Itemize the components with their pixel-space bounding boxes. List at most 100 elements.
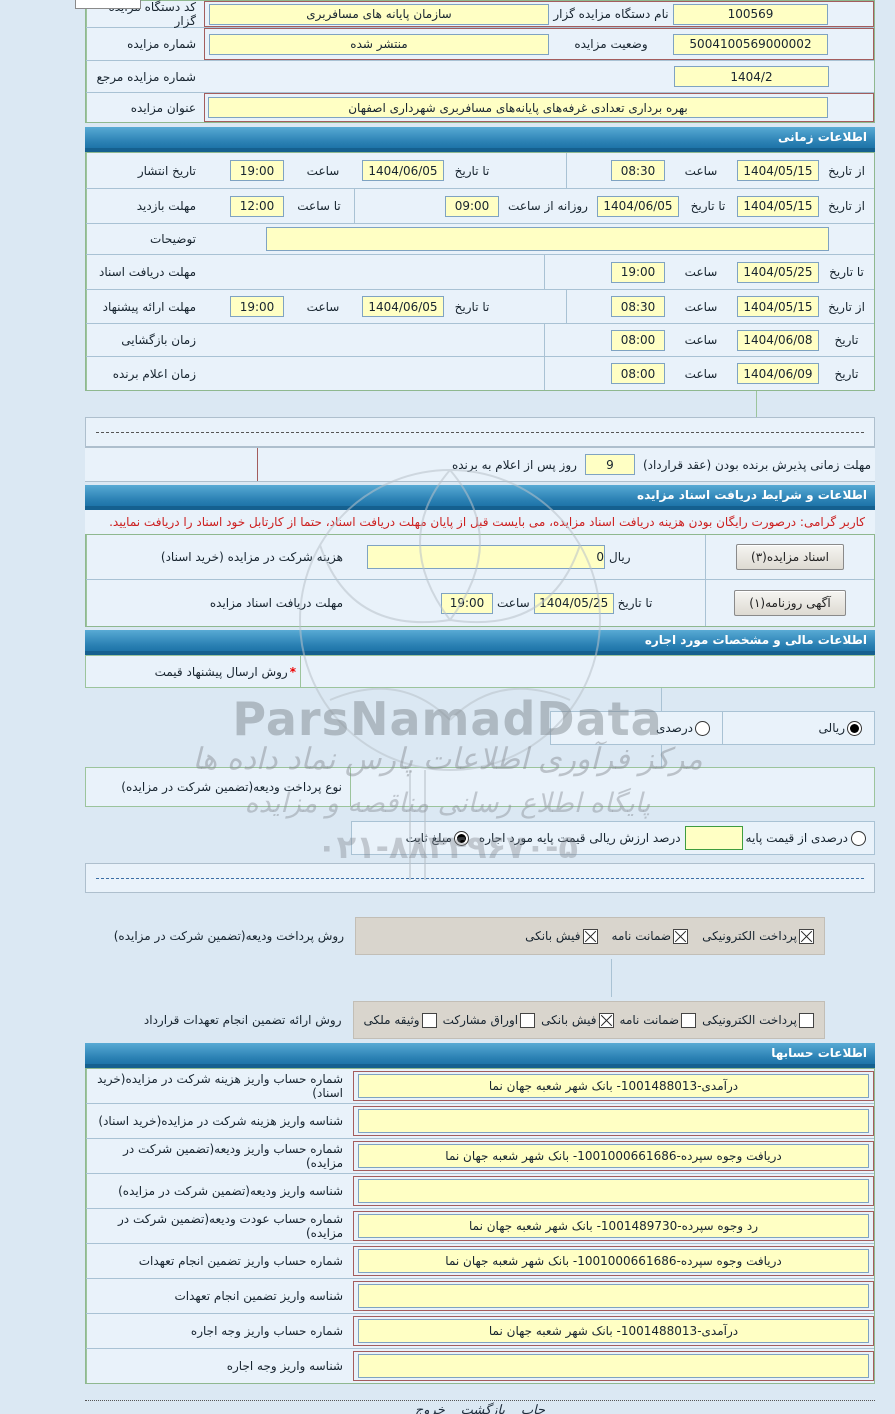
bank-slip-checkbox[interactable] (582, 928, 598, 944)
visit-from-date[interactable]: 1404/05/15 (737, 195, 819, 217)
offer-to-date[interactable]: 1404/06/05 (362, 296, 444, 317)
percent-radio-label: درصدی (655, 721, 693, 735)
spacer (85, 807, 875, 821)
account-value-field[interactable]: دریافت وجوه سپرده-1001000661686- بانک شه… (358, 1249, 869, 1273)
account-value-field[interactable] (358, 1109, 869, 1133)
row-offer-deadline: از تاریخ 1404/05/15 ساعت 08:30 تا تاریخ … (86, 289, 874, 323)
docs-deadline-date[interactable]: 1404/05/25 (533, 592, 614, 614)
contract-guarantee-method-label: روش ارائه تضمین انجام تعهدات قرارداد (143, 1013, 342, 1027)
guarantee-letter-checkbox-2[interactable] (681, 1012, 697, 1028)
row-deposit-type: نوع پرداخت ودیعه(تضمین شرکت در مزایده) (85, 767, 875, 807)
receive-to-date[interactable]: 1404/05/25 (737, 261, 819, 283)
participation-bonds-checkbox[interactable] (520, 1012, 536, 1028)
receive-to-label: تا تاریخ (829, 265, 864, 279)
percent-of-base-radio[interactable] (851, 830, 866, 846)
auction-docs-button[interactable]: اسناد مزایده(۳) (736, 544, 844, 570)
docs-receive-deadline-label: مهلت دریافت اسناد (86, 255, 204, 289)
guarantee-option-1[interactable]: پرداخت الکترونیکی (702, 1012, 814, 1028)
time-section-header: اطلاعات زمانی (85, 127, 875, 152)
guarantee-option-2[interactable]: ضمانت نامه (620, 1012, 697, 1028)
account-value-field[interactable]: درآمدی-1001488013- بانک شهر شعبه جهان نم… (358, 1074, 869, 1098)
fee-unit-label: ریال (609, 550, 631, 564)
reference-number-field[interactable]: 1404/2 (674, 66, 829, 87)
publish-to-date[interactable]: 1404/06/05 (362, 160, 444, 181)
electronic-payment-checkbox[interactable] (799, 928, 814, 944)
spacer (85, 688, 875, 711)
guarantee-letter-checkbox[interactable] (673, 928, 689, 944)
account-value-field[interactable]: رد وجوه سپرده-1001489730- بانک شهر شعبه … (358, 1214, 869, 1238)
offer-from-date[interactable]: 1404/05/15 (737, 296, 819, 317)
required-asterisk: * (289, 664, 296, 679)
visit-from-time[interactable]: 09:00 (445, 195, 499, 217)
bank-slip-checkbox-2[interactable] (598, 1012, 614, 1028)
docs-deadline-time[interactable]: 19:00 (441, 592, 493, 614)
deposit-payment-method-label: روش پرداخت ودیعه(تضمین شرکت در مزایده) (113, 929, 344, 943)
auction-status-field[interactable]: منتشر شده (209, 33, 549, 55)
docs-section: اسناد مزایده(۳) ریال 0 هزینه شرکت در مزا… (85, 534, 875, 627)
guarantee-option-5[interactable]: وثیقه ملکی (364, 1012, 437, 1028)
account-value-field[interactable]: دریافت وجوه سپرده-1001000661686- بانک شه… (358, 1144, 869, 1168)
receive-to-time[interactable]: 19:00 (611, 261, 665, 283)
deposit-pay-option-1[interactable]: پرداخت الکترونیکی (702, 928, 814, 944)
row-docs-receive-deadline: تا تاریخ 1404/05/25 ساعت 19:00 مهلت دریا… (86, 254, 874, 289)
winner-date[interactable]: 1404/06/09 (737, 363, 819, 384)
property-collateral-checkbox[interactable] (421, 1012, 437, 1028)
spacer (85, 893, 875, 913)
account-row: دریافت وجوه سپرده-1001000661686- بانک شه… (86, 1138, 874, 1173)
account-value-field[interactable]: درآمدی-1001488013- بانک شهر شعبه جهان نم… (358, 1319, 869, 1343)
account-value-field[interactable] (358, 1179, 869, 1203)
fee-field[interactable]: 0 (367, 545, 605, 569)
account-label: شماره حساب واریز ودیعه(تضمین شرکت در مزا… (86, 1139, 351, 1173)
publish-from-date[interactable]: 1404/05/15 (737, 160, 819, 181)
row-opening-time: تاریخ 1404/06/08 ساعت 08:00 زمان بازگشای… (86, 323, 874, 356)
auction-number-field[interactable]: 5004100569000002 (673, 33, 828, 55)
account-row: شناسه واریز ودیعه(تضمین شرکت در مزایده) (86, 1173, 874, 1208)
account-label: شماره حساب واریز هزینه شرکت در مزایده(خر… (86, 1069, 351, 1103)
account-value-field[interactable] (358, 1284, 869, 1308)
account-row: درآمدی-1001488013- بانک شهر شعبه جهان نم… (86, 1313, 874, 1348)
auction-title-field[interactable]: بهره برداری تعدادی غرفه‌های پایانه‌های م… (208, 97, 828, 118)
auctioneer-name-field[interactable]: سازمان پایانه های مسافربری (209, 3, 549, 25)
fixed-amount-radio[interactable] (453, 830, 469, 846)
docs-deadline-to-label: تا تاریخ (617, 596, 653, 610)
publish-to-time[interactable]: 19:00 (230, 160, 284, 181)
percent-radio[interactable] (695, 720, 710, 736)
deposit-pay-option-2[interactable]: ضمانت نامه (612, 928, 689, 944)
row-auction-number: 5004100569000002 وضعیت مزایده منتشر شده … (86, 27, 874, 60)
back-link[interactable]: بازگشت (460, 1403, 506, 1414)
opening-date[interactable]: 1404/06/08 (737, 329, 819, 351)
account-value-field[interactable] (358, 1354, 869, 1378)
visit-to-date[interactable]: 1404/06/05 (597, 195, 679, 217)
auctioneer-name-label: نام دستگاه مزایده گزار (553, 7, 669, 21)
opening-time[interactable]: 08:00 (611, 329, 665, 351)
accept-period-days-field[interactable]: 9 (584, 454, 635, 475)
auctioneer-code-field[interactable]: 100569 (673, 3, 828, 25)
newspaper-ad-button[interactable]: آگهی روزنامه(۱) (734, 590, 846, 616)
publish-from-time[interactable]: 08:30 (611, 160, 665, 181)
row-description: توضیحات (86, 223, 874, 254)
account-label: شناسه واریز وجه اجاره (86, 1349, 351, 1383)
deposit-amount-radio-row: درصدی از قیمت پایه درصد ارزش ریالی قیمت … (85, 821, 875, 855)
header-info-table: 100569 نام دستگاه مزایده گزار سازمان پای… (85, 0, 875, 123)
exit-link[interactable]: خروج (414, 1403, 445, 1414)
deposit-pay-option-3[interactable]: فیش بانکی (525, 928, 598, 944)
opening-hour-label: ساعت (684, 333, 718, 347)
guarantee-option-3[interactable]: فیش بانکی (541, 1012, 614, 1028)
electronic-payment-checkbox-2[interactable] (799, 1012, 814, 1028)
winner-time[interactable]: 08:00 (611, 363, 665, 384)
percent-value-field[interactable] (684, 826, 743, 850)
guarantee-option-4[interactable]: اوراق مشارکت (443, 1012, 536, 1028)
offer-from-time[interactable]: 08:30 (611, 296, 665, 317)
offer-hour2-label: ساعت (306, 299, 340, 314)
publish-from-label: از تاریخ (828, 163, 865, 178)
free-docs-notice: کاربر گرامی: درصورت رایگان بودن هزینه در… (85, 510, 875, 534)
percent-desc-label: درصد ارزش ریالی قیمت پایه مورد اجاره (478, 831, 681, 845)
description-field[interactable] (266, 227, 829, 251)
price-type-radio-row: ریالی درصدی (85, 711, 875, 745)
print-link[interactable]: چاپ (520, 1403, 546, 1414)
visit-to-time[interactable]: 12:00 (230, 195, 284, 217)
spacer (85, 745, 875, 767)
rial-radio[interactable] (847, 720, 862, 736)
opening-time-label: زمان بازگشایی (86, 324, 204, 356)
offer-to-time[interactable]: 19:00 (230, 296, 284, 317)
